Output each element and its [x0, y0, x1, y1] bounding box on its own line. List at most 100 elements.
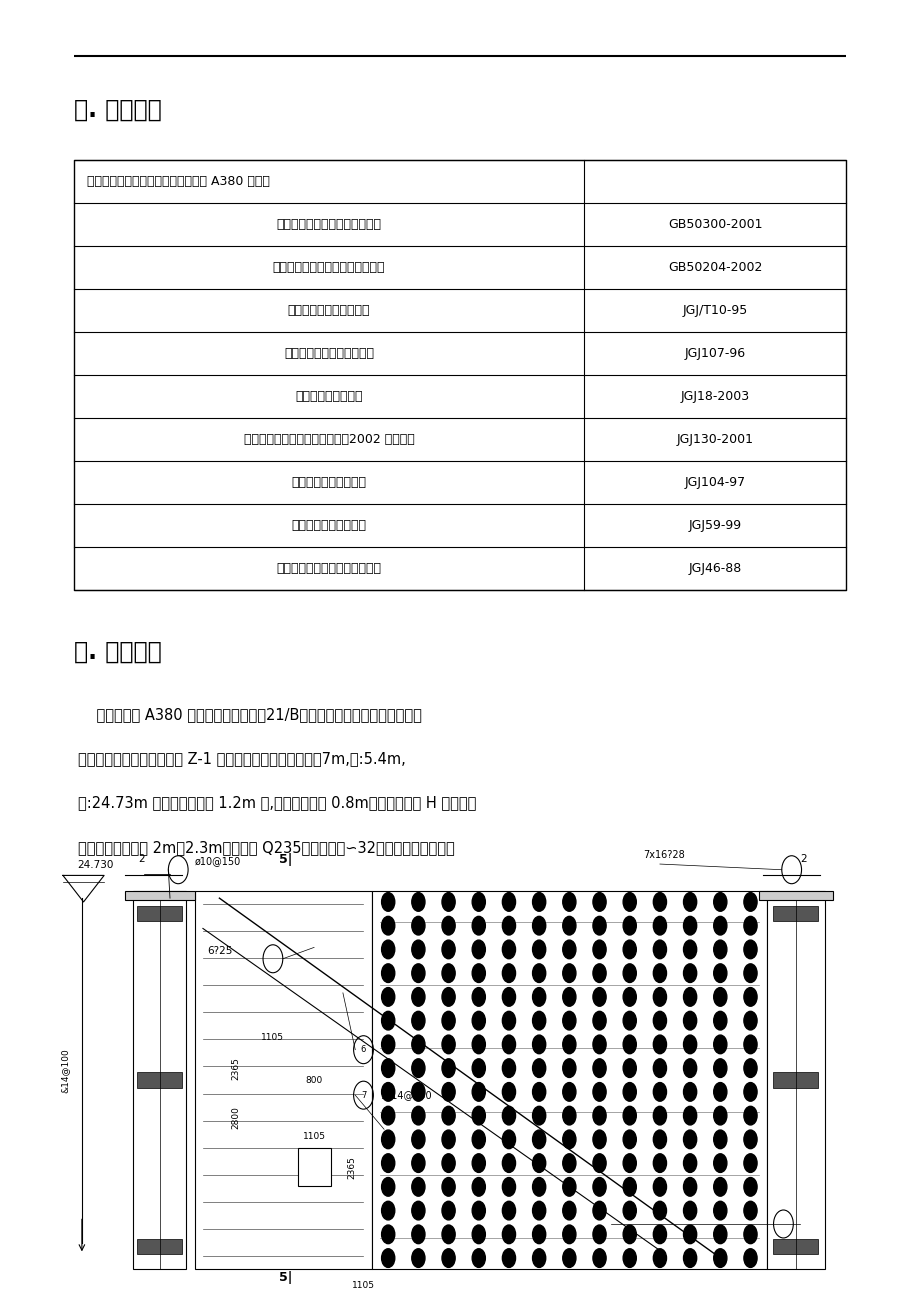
- Circle shape: [532, 1059, 545, 1078]
- Circle shape: [652, 1082, 665, 1101]
- Circle shape: [412, 1012, 425, 1030]
- Circle shape: [532, 1107, 545, 1125]
- Circle shape: [381, 1225, 394, 1243]
- Circle shape: [381, 1154, 394, 1172]
- Circle shape: [441, 1154, 455, 1172]
- Circle shape: [593, 1130, 606, 1148]
- Circle shape: [412, 1177, 425, 1197]
- Circle shape: [441, 1130, 455, 1148]
- Circle shape: [622, 893, 636, 911]
- Circle shape: [502, 1082, 515, 1101]
- Circle shape: [502, 1177, 515, 1197]
- Text: 中国航空工业规划设计研究院设计的 A380 施工图: 中国航空工业规划设计研究院设计的 A380 施工图: [87, 176, 270, 187]
- Circle shape: [502, 1107, 515, 1125]
- Circle shape: [683, 1107, 696, 1125]
- Bar: [772, 1073, 818, 1087]
- Circle shape: [441, 940, 455, 958]
- Circle shape: [652, 917, 665, 935]
- Circle shape: [562, 1035, 575, 1053]
- Text: GB50300-2001: GB50300-2001: [667, 219, 762, 230]
- Circle shape: [471, 963, 485, 983]
- Circle shape: [502, 917, 515, 935]
- Circle shape: [683, 1225, 696, 1243]
- Circle shape: [471, 1177, 485, 1197]
- Circle shape: [743, 1249, 756, 1267]
- Circle shape: [562, 988, 575, 1006]
- Circle shape: [562, 1202, 575, 1220]
- Circle shape: [471, 1154, 485, 1172]
- Text: 2800: 2800: [231, 1107, 240, 1129]
- Circle shape: [471, 1012, 485, 1030]
- Text: GB50204-2002: GB50204-2002: [667, 262, 762, 273]
- Circle shape: [743, 1130, 756, 1148]
- Circle shape: [683, 1035, 696, 1053]
- Circle shape: [652, 988, 665, 1006]
- Text: 高:24.73m 。除西侧墙厚为 1.2m 外,其余墙厚均为 0.8m。劲性型钢为 H 形钢柱，: 高:24.73m 。除西侧墙厚为 1.2m 外,其余墙厚均为 0.8m。劲性型钢…: [78, 796, 476, 811]
- Text: JGJ/T10-95: JGJ/T10-95: [682, 305, 747, 316]
- Bar: [766, 891, 823, 1269]
- Text: &14@100: &14@100: [61, 1048, 70, 1092]
- Circle shape: [441, 1107, 455, 1125]
- Circle shape: [562, 917, 575, 935]
- Circle shape: [652, 1107, 665, 1125]
- Circle shape: [381, 917, 394, 935]
- Circle shape: [441, 917, 455, 935]
- Circle shape: [412, 1154, 425, 1172]
- Text: 800: 800: [305, 1075, 323, 1085]
- Circle shape: [713, 963, 726, 983]
- Circle shape: [502, 963, 515, 983]
- Text: 6: 6: [360, 1046, 366, 1055]
- Text: JGJ107-96: JGJ107-96: [684, 348, 745, 359]
- Circle shape: [471, 988, 485, 1006]
- Circle shape: [412, 1202, 425, 1220]
- Circle shape: [441, 1177, 455, 1197]
- Circle shape: [381, 1082, 394, 1101]
- Text: 埋于砼墙中间距为 2m～2.3m，钢材为 Q235。墙主筋为∽32，箍筋和水平筋均为: 埋于砼墙中间距为 2m～2.3m，钢材为 Q235。墙主筋为∽32，箍筋和水平筋…: [78, 840, 455, 855]
- Circle shape: [381, 1177, 394, 1197]
- Circle shape: [713, 1035, 726, 1053]
- Circle shape: [562, 1082, 575, 1101]
- Circle shape: [381, 1059, 394, 1078]
- Circle shape: [562, 1059, 575, 1078]
- Bar: [125, 891, 195, 900]
- Circle shape: [532, 1130, 545, 1148]
- Circle shape: [381, 1035, 394, 1053]
- Circle shape: [381, 1107, 394, 1125]
- Circle shape: [683, 1154, 696, 1172]
- Circle shape: [562, 1107, 575, 1125]
- Bar: [137, 1240, 182, 1254]
- Circle shape: [471, 1130, 485, 1148]
- Circle shape: [441, 1082, 455, 1101]
- Circle shape: [532, 1012, 545, 1030]
- Circle shape: [562, 940, 575, 958]
- Bar: [772, 1240, 818, 1254]
- Circle shape: [743, 963, 756, 983]
- Circle shape: [622, 963, 636, 983]
- Circle shape: [622, 1107, 636, 1125]
- Text: 2: 2: [138, 854, 144, 865]
- Bar: [298, 1148, 330, 1186]
- Circle shape: [441, 1202, 455, 1220]
- Circle shape: [743, 1202, 756, 1220]
- Circle shape: [622, 1082, 636, 1101]
- Text: 7x16?28: 7x16?28: [642, 850, 685, 861]
- Text: 建筑工程冬期施工规程: 建筑工程冬期施工规程: [291, 477, 366, 488]
- Circle shape: [683, 1249, 696, 1267]
- Circle shape: [502, 1249, 515, 1267]
- Circle shape: [652, 893, 665, 911]
- Circle shape: [743, 917, 756, 935]
- Circle shape: [713, 1130, 726, 1148]
- Text: 体结构。该筒体称为机库的 Z-1 柱。其外形为长方体，长：7m,宽:5.4m,: 体结构。该筒体称为机库的 Z-1 柱。其外形为长方体，长：7m,宽:5.4m,: [78, 751, 405, 767]
- Circle shape: [683, 1082, 696, 1101]
- Circle shape: [743, 1154, 756, 1172]
- Text: 9?14@150: 9?14@150: [380, 1090, 431, 1100]
- Circle shape: [713, 1082, 726, 1101]
- Circle shape: [502, 893, 515, 911]
- Text: 钢筋机械连接通用技术规程: 钢筋机械连接通用技术规程: [284, 348, 373, 359]
- Circle shape: [471, 1202, 485, 1220]
- Circle shape: [562, 1130, 575, 1148]
- Bar: [758, 891, 832, 900]
- Circle shape: [532, 1154, 545, 1172]
- Text: 扣件钢管脚手架安全技术规范（2002 年修订）: 扣件钢管脚手架安全技术规范（2002 年修订）: [244, 434, 414, 445]
- Circle shape: [593, 1059, 606, 1078]
